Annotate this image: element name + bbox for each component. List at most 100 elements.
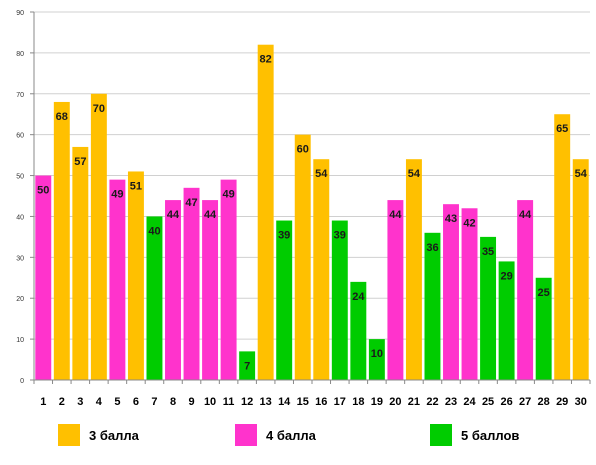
bar (331, 220, 348, 380)
x-tick-label: 26 (500, 396, 512, 408)
data-label: 54 (575, 168, 588, 180)
y-tick-label: 40 (16, 214, 24, 221)
data-label: 70 (93, 103, 105, 115)
x-tick-label: 18 (352, 396, 364, 408)
data-label: 47 (185, 197, 197, 209)
bar (480, 236, 497, 380)
y-tick-label: 60 (16, 133, 24, 140)
x-tick-label: 9 (188, 396, 194, 408)
y-tick-label: 30 (16, 255, 24, 262)
data-label: 25 (538, 287, 550, 299)
x-tick-label: 23 (445, 396, 457, 408)
x-tick-label: 28 (538, 396, 550, 408)
x-tick-label: 14 (278, 396, 291, 408)
bar (72, 146, 89, 380)
x-tick-label: 30 (575, 396, 587, 408)
x-tick-label: 17 (334, 396, 346, 408)
data-label: 44 (204, 209, 217, 221)
bar (368, 339, 385, 380)
data-label: 68 (56, 111, 68, 123)
legend-item-4: 4 балла (235, 422, 316, 448)
legend-label-5: 5 баллов (461, 427, 520, 443)
x-tick-label: 2 (59, 396, 65, 408)
x-axis: 1 2 3 4 5 6 7 8 9 10 11 12 13 14 15 16 17 18 19 20 21 22 23 24 2… (33, 379, 591, 408)
bar (554, 114, 571, 380)
bar (220, 179, 237, 380)
data-label: 54 (408, 168, 421, 180)
bar (535, 277, 552, 380)
bar (127, 171, 144, 380)
x-tick-label: 1 (40, 396, 46, 408)
bar (257, 44, 274, 380)
x-tick-label: 25 (482, 396, 494, 408)
y-tick-label: 20 (16, 296, 24, 303)
x-tick-label: 8 (170, 396, 176, 408)
bar (387, 200, 404, 380)
x-tick-label: 16 (315, 396, 327, 408)
legend-item-5: 5 баллов (430, 422, 519, 448)
data-label: 36 (426, 242, 438, 254)
x-tick-label: 3 (77, 396, 83, 408)
x-tick-label: 15 (297, 396, 309, 408)
data-label: 24 (352, 291, 365, 303)
x-tick-label: 27 (519, 396, 531, 408)
bar (53, 101, 70, 380)
data-label: 82 (260, 54, 272, 66)
data-label: 44 (167, 209, 180, 221)
bar (35, 175, 52, 380)
legend-item-3: 3 балла (58, 422, 139, 448)
data-label: 51 (130, 180, 142, 192)
legend-swatch-3 (58, 424, 80, 446)
gridlines (34, 11, 590, 381)
data-label: 57 (74, 156, 86, 168)
data-label: 65 (556, 123, 568, 135)
bar (165, 200, 181, 380)
data-label: 44 (519, 209, 532, 221)
x-tick-label: 5 (114, 396, 120, 408)
data-label: 44 (389, 209, 402, 221)
bar (294, 134, 311, 380)
data-label: 10 (371, 348, 383, 360)
data-label: 60 (297, 144, 309, 156)
bar (498, 261, 515, 380)
bar (424, 232, 441, 380)
bar (443, 204, 459, 380)
data-label: 49 (222, 189, 234, 201)
x-tick-label: 10 (204, 396, 216, 408)
x-tick-label: 21 (408, 396, 420, 408)
bar (461, 208, 478, 380)
bar (90, 93, 107, 381)
bar (313, 159, 330, 380)
bar (202, 200, 219, 380)
y-tick-label: 50 (16, 174, 24, 181)
x-tick-label: 13 (260, 396, 272, 408)
y-tick-label: 10 (16, 337, 24, 344)
y-tick-label: 0 (20, 378, 24, 385)
bar (239, 351, 256, 380)
bar (183, 187, 200, 380)
data-label: 49 (111, 189, 123, 201)
bar (572, 159, 589, 380)
x-tick-label: 11 (223, 396, 235, 408)
legend-swatch-5 (430, 424, 452, 446)
x-tick-label: 4 (96, 396, 103, 408)
x-tick-label: 12 (241, 396, 253, 408)
y-tick-label: 90 (16, 10, 24, 17)
y-axis: 0 10 20 30 40 50 60 70 80 90 (16, 10, 35, 385)
data-label: 40 (148, 225, 160, 237)
data-label: 39 (334, 230, 346, 242)
legend-label-4: 4 балла (266, 427, 316, 443)
data-label: 35 (482, 246, 494, 258)
legend-label-3: 3 балла (89, 427, 139, 443)
bar (276, 220, 293, 380)
data-label: 29 (500, 270, 512, 282)
bar (350, 281, 367, 380)
x-tick-label: 6 (133, 396, 139, 408)
data-label: 50 (37, 185, 49, 197)
x-tick-label: 29 (556, 396, 568, 408)
y-tick-label: 80 (16, 51, 24, 58)
x-tick-label: 22 (426, 396, 438, 408)
x-tick-label: 20 (389, 396, 401, 408)
legend: 3 балла 4 балла 5 баллов (0, 422, 596, 452)
